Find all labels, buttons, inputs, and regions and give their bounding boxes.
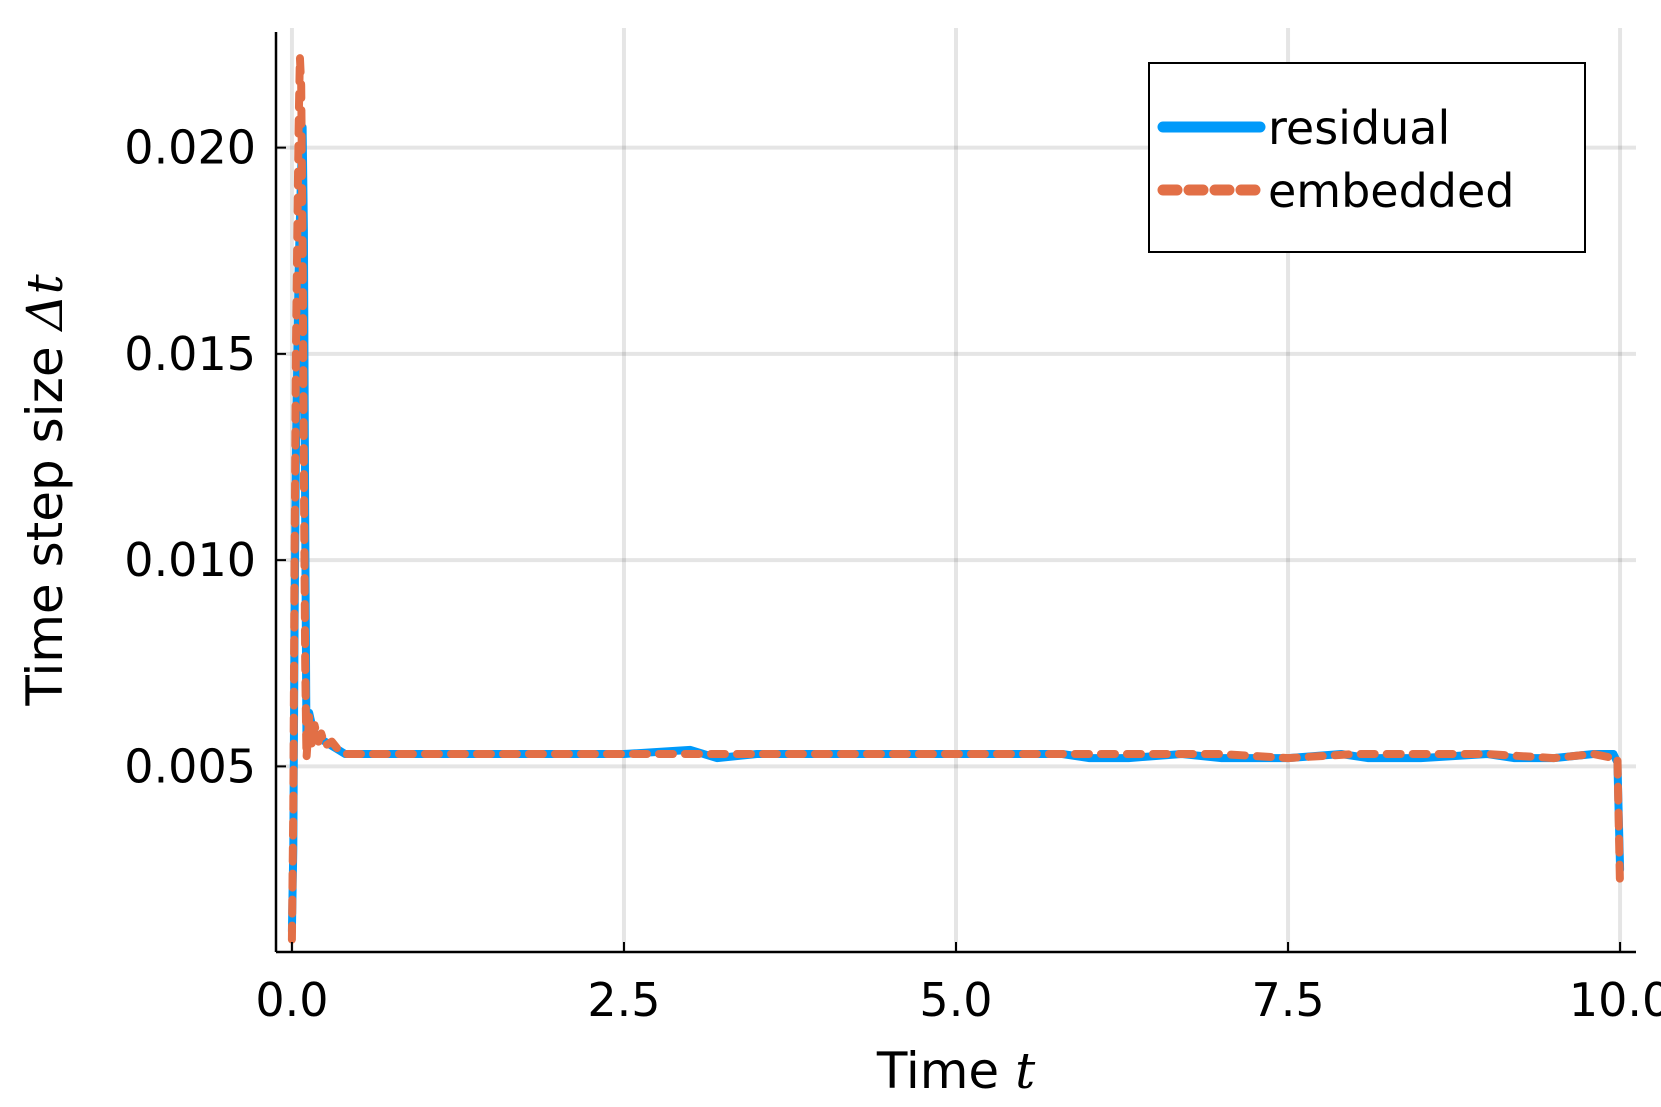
x-tick-label: 2.5 xyxy=(587,973,660,1027)
x-tick-label: 0.0 xyxy=(255,973,328,1027)
y-ticks: 0.005 0.010 0.015 0.020 xyxy=(124,121,286,793)
y-tick-label: 0.020 xyxy=(124,121,256,175)
series-layer xyxy=(287,52,1625,944)
x-tick-label: 5.0 xyxy=(919,973,992,1027)
legend-box xyxy=(1148,62,1586,253)
x-tick-label: 10.0 xyxy=(1569,973,1661,1027)
legend-label-residual: residual xyxy=(1268,101,1450,155)
y-tick-label: 0.005 xyxy=(124,739,256,793)
x-ticks: 0.0 2.5 5.0 7.5 10.0 xyxy=(255,942,1661,1027)
series-line-embedded xyxy=(287,52,1625,944)
legend: residual embedded xyxy=(1148,62,1586,253)
x-tick-label: 7.5 xyxy=(1251,973,1324,1027)
x-axis-label: Time t xyxy=(876,1042,1036,1100)
legend-label-embedded: embedded xyxy=(1268,164,1515,218)
y-axis-label: Time step size Δt xyxy=(16,273,74,706)
y-tick-label: 0.015 xyxy=(124,327,256,381)
y-tick-label: 0.010 xyxy=(124,533,256,587)
